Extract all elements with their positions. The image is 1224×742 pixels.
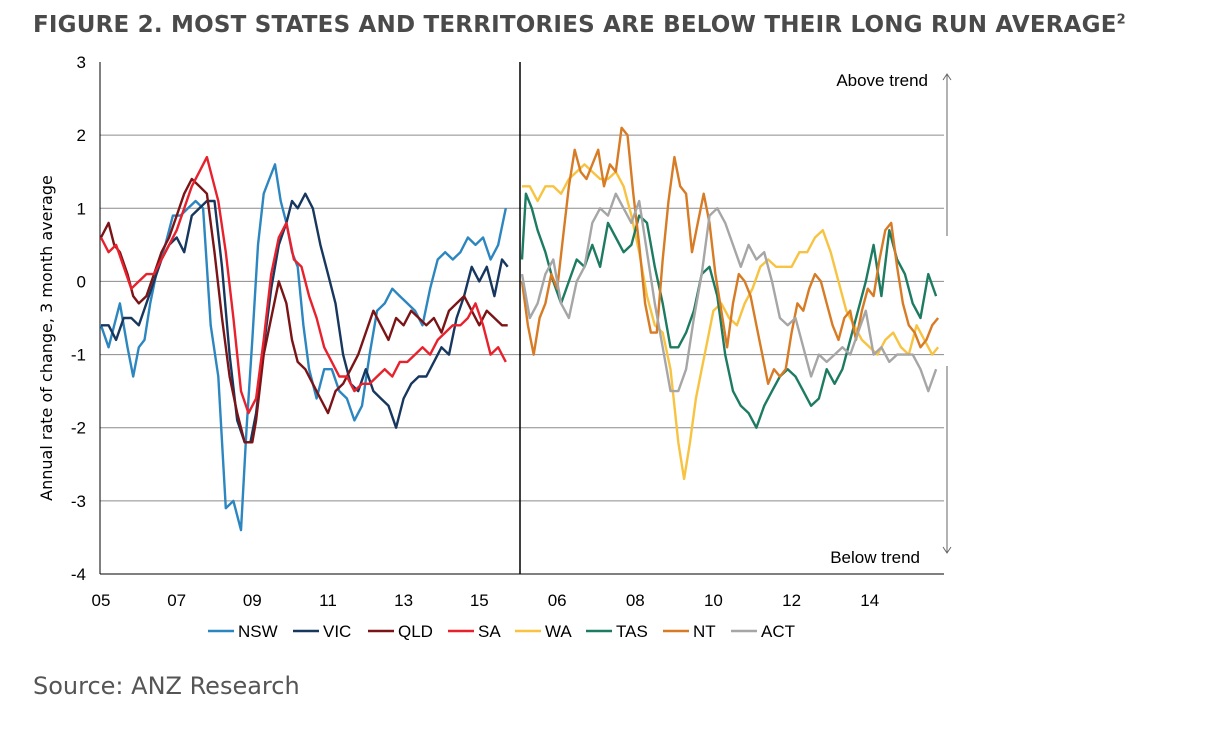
y-axis: Annual rate of change, 3 month average: [37, 62, 944, 575]
series-line-qld: [99, 177, 508, 444]
legend-label-wa: WA: [545, 622, 572, 641]
y-tick-label: -2: [71, 419, 86, 438]
series-lines: [99, 126, 940, 532]
y-tick-label: 1: [77, 199, 86, 218]
legend-label-qld: QLD: [398, 622, 433, 641]
x-tick-label: 11: [319, 591, 337, 610]
chart-legend: NSW VIC QLD SA WA TAS NT ACT: [208, 622, 795, 641]
y-tick-label: 3: [77, 53, 86, 72]
trend-annotations: Above trend Below trend: [830, 71, 952, 567]
above-trend-label: Above trend: [836, 71, 928, 90]
y-tick-label: 0: [77, 272, 86, 291]
y-axis-ticks: 3 2 1 0 -1 -2 -3 -4: [71, 53, 86, 584]
legend-label-act: ACT: [761, 622, 795, 641]
below-trend-label: Below trend: [830, 548, 920, 567]
y-tick-label: -3: [71, 492, 86, 511]
x-axis-ticks: 05 07 09 11 13 15 06 08 10 12 14: [92, 591, 880, 610]
y-tick-label: -4: [71, 565, 86, 584]
legend-label-tas: TAS: [616, 622, 648, 641]
x-tick-label: 15: [470, 591, 489, 610]
y-tick-label: -1: [71, 346, 86, 365]
series-line-wa: [522, 163, 940, 481]
source-note: Source: ANZ Research: [33, 672, 300, 700]
x-tick-label: 13: [394, 591, 413, 610]
series-line-nsw: [99, 163, 507, 532]
x-tick-label: 12: [782, 591, 801, 610]
x-tick-label: 14: [860, 591, 879, 610]
series-line-act: [520, 192, 938, 393]
y-axis-label: Annual rate of change, 3 month average: [37, 175, 56, 501]
legend-label-nt: NT: [693, 622, 716, 641]
legend-label-sa: SA: [478, 622, 501, 641]
chart-title: FIGURE 2. MOST STATES AND TERRITORIES AR…: [33, 12, 1126, 38]
series-line-sa: [99, 155, 507, 415]
x-tick-label: 05: [92, 591, 111, 610]
legend-label-vic: VIC: [323, 622, 351, 641]
y-tick-label: 2: [77, 126, 86, 145]
x-tick-label: 10: [704, 591, 723, 610]
series-line-nt: [520, 126, 940, 385]
gridlines: [100, 134, 944, 502]
x-tick-label: 06: [548, 591, 567, 610]
x-tick-label: 09: [243, 591, 262, 610]
legend-label-nsw: NSW: [238, 622, 278, 641]
x-tick-label: 07: [167, 591, 186, 610]
series-line-tas: [520, 192, 938, 429]
x-tick-label: 08: [626, 591, 645, 610]
up-arrow-head: [942, 73, 952, 81]
down-arrow-head: [942, 546, 952, 554]
